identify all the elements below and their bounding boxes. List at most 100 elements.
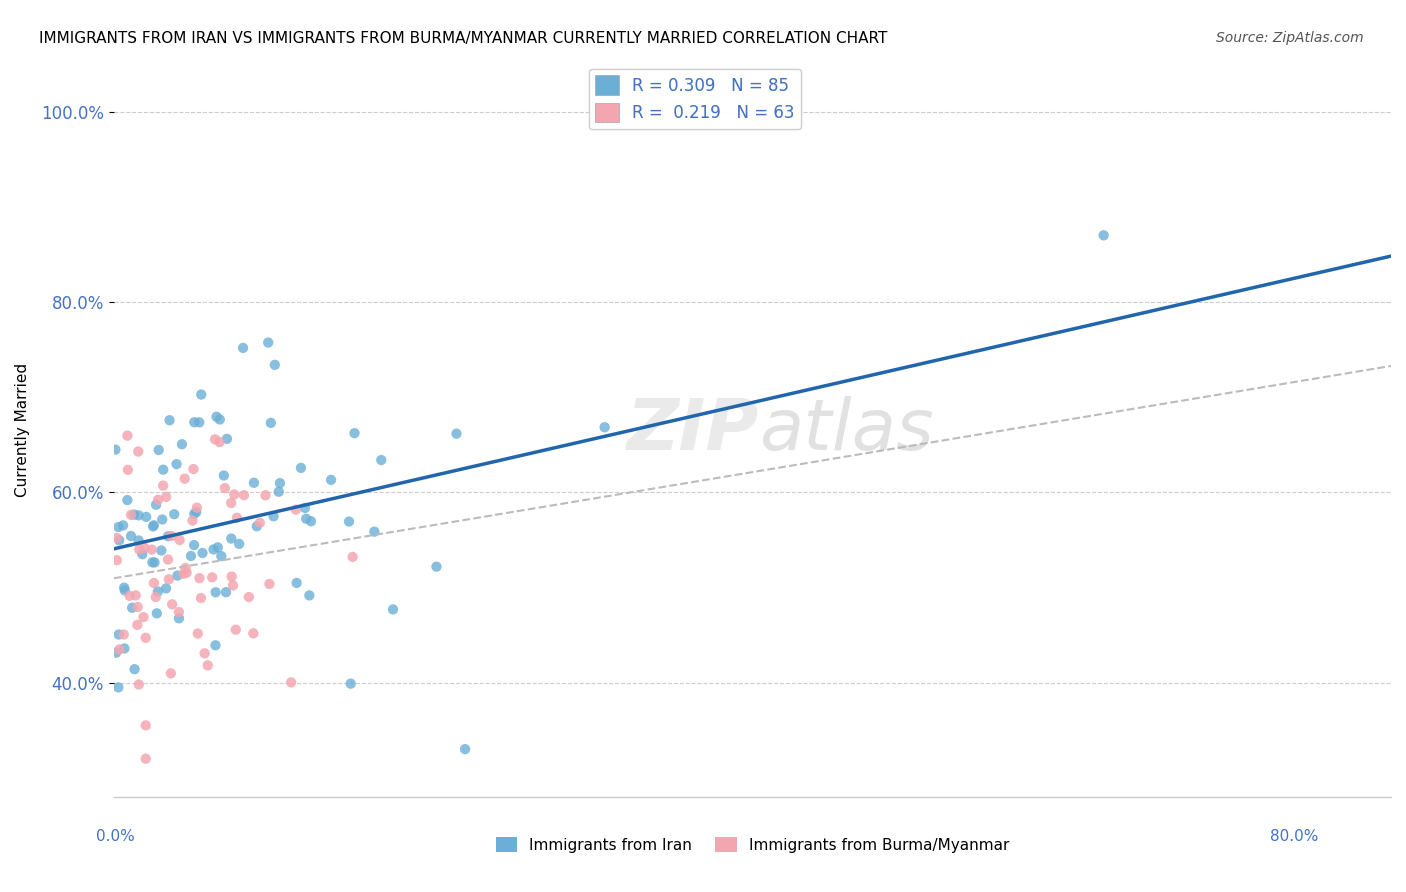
Point xyxy=(269,476,291,491)
Point xyxy=(107,681,129,695)
Point xyxy=(143,556,166,570)
Point xyxy=(131,547,153,561)
Point xyxy=(202,542,225,557)
Point xyxy=(263,509,285,524)
Point xyxy=(197,658,219,673)
Point xyxy=(363,524,385,539)
Point xyxy=(152,463,174,477)
Point xyxy=(141,555,163,569)
Point xyxy=(112,581,135,595)
Point xyxy=(214,481,236,495)
Point xyxy=(107,520,129,534)
Text: atlas: atlas xyxy=(759,396,934,465)
Point xyxy=(593,420,616,434)
Point xyxy=(180,549,202,563)
Point xyxy=(150,543,173,558)
Point xyxy=(148,442,170,457)
Point xyxy=(121,600,143,615)
Point xyxy=(134,541,156,555)
Point xyxy=(267,484,290,499)
Point xyxy=(127,617,149,632)
Point xyxy=(146,584,169,599)
Point xyxy=(120,508,142,522)
Point xyxy=(105,553,128,567)
Point xyxy=(128,542,150,557)
Point xyxy=(142,576,165,591)
Point xyxy=(224,487,246,501)
Point xyxy=(145,590,167,604)
Point xyxy=(105,531,128,545)
Point xyxy=(173,472,195,486)
Point xyxy=(204,433,226,447)
Text: ZIP: ZIP xyxy=(627,396,759,465)
Point xyxy=(226,510,249,524)
Point xyxy=(454,742,477,756)
Point xyxy=(215,585,238,599)
Point xyxy=(183,507,205,521)
Point xyxy=(142,519,165,533)
Point xyxy=(107,627,129,641)
Point xyxy=(382,602,405,616)
Point xyxy=(157,572,180,586)
Point xyxy=(188,415,211,429)
Point xyxy=(201,570,224,584)
Point xyxy=(298,589,321,603)
Point xyxy=(254,488,277,502)
Point xyxy=(249,516,271,530)
Point xyxy=(156,552,179,566)
Point xyxy=(112,627,135,641)
Point xyxy=(166,457,188,471)
Point xyxy=(160,666,183,681)
Point xyxy=(159,413,181,427)
Point xyxy=(114,583,136,598)
Point xyxy=(295,512,318,526)
Point xyxy=(169,533,191,547)
Point xyxy=(246,519,269,533)
Point xyxy=(141,542,163,557)
Point xyxy=(232,341,254,355)
Point xyxy=(176,566,198,580)
Point xyxy=(124,588,146,602)
Point xyxy=(221,569,243,583)
Point xyxy=(108,533,131,548)
Point xyxy=(163,507,186,521)
Point xyxy=(259,577,281,591)
Point xyxy=(132,610,155,624)
Point xyxy=(238,590,260,604)
Point xyxy=(190,387,212,401)
Point xyxy=(208,435,231,450)
Point xyxy=(280,675,302,690)
Point xyxy=(124,662,146,676)
Point xyxy=(284,502,307,516)
Point xyxy=(155,490,177,504)
Point xyxy=(120,529,142,543)
Point xyxy=(155,582,177,596)
Point xyxy=(191,546,214,560)
Point xyxy=(370,453,392,467)
Point xyxy=(122,508,145,522)
Point xyxy=(117,463,139,477)
Point xyxy=(219,532,242,546)
Point xyxy=(167,605,190,619)
Point xyxy=(152,478,174,492)
Point xyxy=(425,559,447,574)
Text: Source: ZipAtlas.com: Source: ZipAtlas.com xyxy=(1216,31,1364,45)
Point xyxy=(112,641,135,656)
Point xyxy=(174,561,197,575)
Text: IMMIGRANTS FROM IRAN VS IMMIGRANTS FROM BURMA/MYANMAR CURRENTLY MARRIED CORRELAT: IMMIGRANTS FROM IRAN VS IMMIGRANTS FROM … xyxy=(39,31,887,46)
Point xyxy=(285,575,308,590)
Point xyxy=(219,496,242,510)
Point xyxy=(204,585,226,599)
Point xyxy=(105,646,128,660)
Point xyxy=(183,462,205,476)
Point xyxy=(145,498,167,512)
Point xyxy=(160,529,183,543)
Point xyxy=(173,566,195,581)
Point xyxy=(446,426,468,441)
Point xyxy=(290,461,312,475)
Point xyxy=(209,549,232,563)
Point xyxy=(127,600,149,615)
Point xyxy=(232,488,254,502)
Point xyxy=(160,598,183,612)
Point xyxy=(118,589,141,603)
